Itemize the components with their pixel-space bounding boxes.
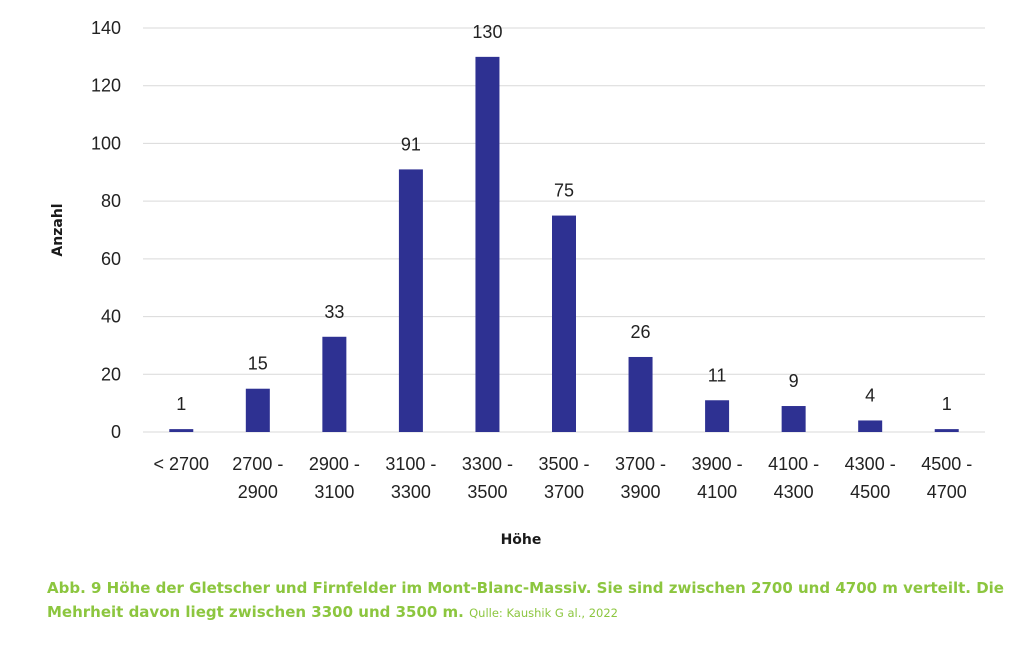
x-tick-label: 2700 -2900 [232,454,283,502]
y-tick-label: 20 [101,364,121,384]
caption-source: Qulle: Kaushik G al., 2022 [469,606,618,620]
bar [858,420,883,432]
bar-value-label: 9 [789,371,799,391]
x-tick-label: 3900 -4100 [692,454,743,502]
x-tick-label: 3700 -3900 [615,454,666,502]
bar [781,406,806,432]
bar [475,56,500,432]
bar-value-label: 33 [324,302,344,322]
bar [322,336,347,432]
x-tick-label: 3300 -3500 [462,454,513,502]
x-tick-label: 4500 -4700 [921,454,972,502]
bar-value-label: 26 [631,322,651,342]
y-tick-label: 60 [101,249,121,269]
figure-caption: Abb. 9 Höhe der Gletscher und Firnfelder… [47,576,1007,625]
bar-value-label: 15 [248,354,268,374]
bar [398,169,423,432]
y-tick-label: 140 [91,18,121,38]
x-tick-label: 3500 -3700 [538,454,589,502]
x-tick-label: 4100 -4300 [768,454,819,502]
bar-value-label: 130 [472,22,502,42]
bar [245,388,270,432]
x-axis-ticks: < 2700 2700 -2900 2900 -3100 3100 -3300 3300… [153,454,972,502]
bar-value-label: 91 [401,134,421,154]
y-tick-label: 100 [91,133,121,153]
x-tick-label: 4300 -4500 [845,454,896,502]
y-tick-label: 0 [111,422,121,442]
x-tick-label: 3100 -3300 [385,454,436,502]
y-axis-ticks: 0 20 40 60 80 100 120 140 [91,18,121,442]
bar [628,356,653,432]
x-tick-label: < 2700 [153,454,209,474]
y-tick-label: 40 [101,307,121,327]
bar-value-label: 1 [942,394,952,414]
bar-value-label: 1 [176,394,186,414]
y-tick-label: 80 [101,191,121,211]
bar-value-label: 11 [708,365,727,385]
y-tick-label: 120 [91,76,121,96]
x-tick-label: 2900 -3100 [309,454,360,502]
caption-text: Abb. 9 Höhe der Gletscher und Firnfelder… [47,579,1004,621]
bar [552,215,576,432]
bar-value-label: 75 [554,181,574,201]
x-axis-title: Höhe [501,532,542,548]
bars: 1 15 33 91 130 75 26 11 9 4 1 [169,22,959,432]
bar [169,429,194,432]
bar [705,400,730,432]
bar [934,429,959,432]
y-axis-title: Anzahl [50,203,66,256]
bar-value-label: 4 [865,385,875,405]
bar-chart: 0 20 40 60 80 100 120 140 1 15 33 91 130 75 26 11 9 4 1 <… [50,18,985,548]
